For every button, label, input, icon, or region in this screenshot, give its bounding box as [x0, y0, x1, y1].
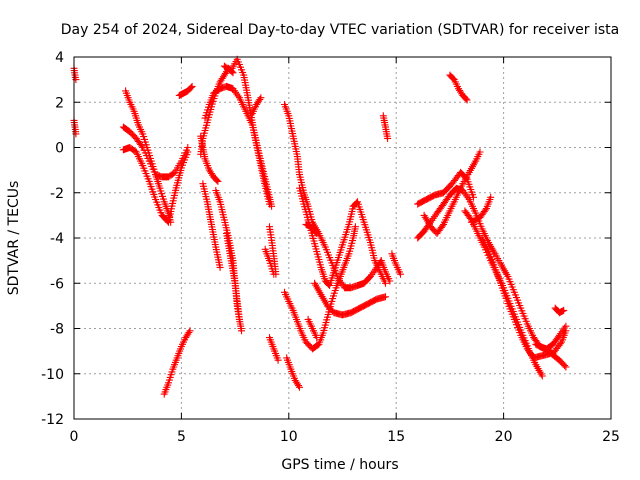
data-point-markers: [199, 180, 224, 271]
x-tick-label: 0: [70, 429, 79, 445]
series-t21: [281, 101, 385, 292]
data-point-markers: [281, 101, 385, 292]
data-point-markers: [281, 223, 359, 353]
data-marks: [70, 55, 570, 398]
data-point-markers: [160, 327, 194, 398]
data-point-markers: [467, 193, 495, 226]
series-t22: [296, 184, 389, 289]
data-point-markers: [446, 71, 471, 104]
series-t29: [414, 168, 477, 208]
series-t04: [119, 123, 192, 181]
x-tick-label: 20: [495, 429, 513, 445]
y-tick-label: 4: [55, 50, 64, 66]
series-t12: [199, 180, 224, 271]
data-point-markers: [119, 144, 192, 226]
data-point-markers: [266, 334, 282, 364]
y-tick-label: -8: [50, 322, 64, 338]
data-point-markers: [119, 123, 192, 181]
y-tick-label: -10: [41, 367, 64, 383]
series-t18: [266, 334, 282, 364]
data-point-markers: [532, 327, 570, 357]
series-t20: [281, 223, 359, 353]
data-point-markers: [248, 94, 265, 118]
data-point-markers: [261, 245, 278, 278]
data-point-markers: [478, 234, 570, 371]
data-point-markers: [379, 112, 392, 142]
series-t23: [302, 220, 321, 237]
data-point-markers: [377, 257, 394, 285]
data-point-markers: [388, 250, 404, 278]
y-tick-label: -4: [50, 231, 64, 247]
series-t19: [283, 354, 303, 391]
data-point-markers: [420, 148, 484, 237]
series-t24: [311, 279, 389, 319]
series-t17: [261, 245, 278, 278]
data-point-markers: [220, 55, 273, 208]
data-point-markers: [304, 315, 321, 342]
series-t07: [175, 82, 196, 99]
y-tick-label: -12: [41, 412, 64, 428]
series-t26: [377, 257, 394, 285]
data-point-markers: [414, 168, 477, 208]
series-t32: [446, 71, 471, 104]
y-tick-label: -6: [50, 276, 64, 292]
series-t16: [248, 94, 265, 118]
series-t31: [420, 148, 484, 237]
data-point-markers: [175, 82, 196, 99]
y-tick-label: 2: [55, 95, 64, 111]
series-t28: [388, 250, 404, 278]
plot-frame: [73, 56, 612, 420]
series-t25: [304, 315, 321, 342]
x-tick-label: 10: [280, 429, 298, 445]
x-tick-label: 5: [177, 429, 186, 445]
series-t14: [223, 230, 243, 323]
y-tick-label: 0: [55, 141, 64, 157]
series-t34: [478, 234, 570, 371]
data-point-markers: [197, 132, 222, 185]
series-t11: [197, 132, 222, 185]
series-t05: [119, 144, 192, 226]
x-tick-label: 15: [387, 429, 405, 445]
data-point-markers: [414, 184, 570, 353]
x-axis-label: GPS time / hours: [281, 457, 398, 473]
chart-title: Day 254 of 2024, Sidereal Day-to-day VTE…: [61, 22, 619, 38]
y-tick-label: -2: [50, 186, 64, 202]
y-axis-label: SDTVAR / TECUs: [6, 181, 22, 296]
series-t10: [220, 55, 273, 208]
x-tick-label: 25: [602, 429, 620, 445]
series-t37: [551, 304, 568, 317]
data-point-markers: [283, 354, 303, 391]
data-point-markers: [551, 304, 568, 317]
data-point-markers: [223, 230, 243, 323]
series-t06: [160, 327, 194, 398]
series-t27: [379, 112, 392, 142]
data-point-markers: [296, 184, 389, 289]
data-point-markers: [302, 220, 321, 237]
series-t36: [532, 327, 570, 357]
series-t35: [467, 193, 495, 226]
series-t30: [414, 184, 570, 353]
data-point-markers: [311, 279, 389, 319]
